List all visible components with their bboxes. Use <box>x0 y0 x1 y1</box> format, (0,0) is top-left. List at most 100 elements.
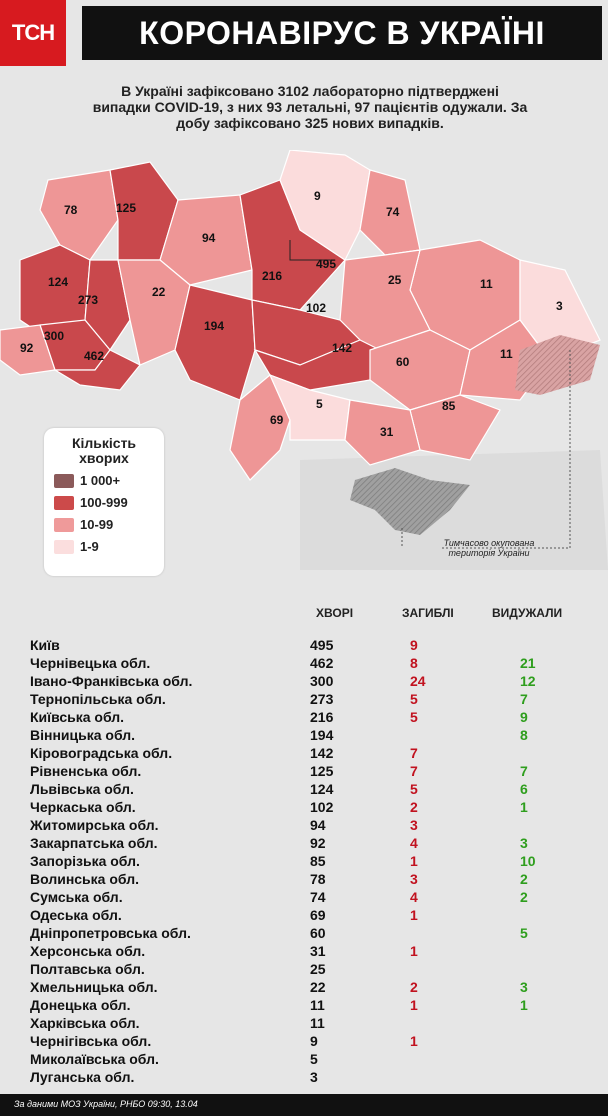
table-row: Луганська обл. 3 <box>30 1068 590 1086</box>
table-row: Полтавська обл. 25 <box>30 960 590 978</box>
legend-label: 100-999 <box>80 495 128 510</box>
cases-value: 69 <box>310 907 326 923</box>
legend-swatch <box>54 517 74 532</box>
legend-item: 10-99 <box>54 517 154 532</box>
region-chernivtsi <box>52 349 141 391</box>
recovered-value: 5 <box>520 925 528 941</box>
region-zakarpattia <box>0 324 56 376</box>
table-row: Рівненська обл. 125 7 7 <box>30 762 590 780</box>
region-name: Миколаївська обл. <box>30 1051 159 1067</box>
table-row: Львівська обл. 124 5 6 <box>30 780 590 798</box>
label-luhansk: 3 <box>556 299 563 313</box>
deaths-value: 5 <box>410 781 418 797</box>
table-row: Херсонська обл. 31 1 <box>30 942 590 960</box>
deaths-value: 1 <box>410 1033 418 1049</box>
region-name: Луганська обл. <box>30 1069 135 1085</box>
footer-source: За даними МОЗ України, РНБО 09:30, 13.04 <box>14 1099 198 1109</box>
deaths-value: 4 <box>410 889 418 905</box>
label-kyiv-obl: 216 <box>262 269 282 283</box>
region-name: Хмельницька обл. <box>30 979 158 995</box>
table-row: Дніпропетровська обл. 60 5 <box>30 924 590 942</box>
deaths-value: 9 <box>410 637 418 653</box>
cases-value: 78 <box>310 871 326 887</box>
region-name: Черкаська обл. <box>30 799 136 815</box>
deaths-value: 3 <box>410 871 418 887</box>
legend-swatch <box>54 539 74 554</box>
table-row: Чернігівська обл. 9 1 <box>30 1032 590 1050</box>
legend-item: 100-999 <box>54 495 154 510</box>
table-row: Запорізька обл. 85 1 10 <box>30 852 590 870</box>
cases-value: 31 <box>310 943 326 959</box>
region-ternopil <box>84 259 131 352</box>
cases-value: 60 <box>310 925 326 941</box>
stats-table: Київ 495 9 Чернівецька обл. 462 8 21 Івано-Фран… <box>30 636 590 1086</box>
column-header-deaths: ЗАГИБЛІ <box>402 606 454 620</box>
label-sumy: 74 <box>386 205 400 219</box>
region-name: Львівська обл. <box>30 781 134 797</box>
deaths-value: 1 <box>410 853 418 869</box>
occupied-east <box>515 335 600 395</box>
cases-value: 85 <box>310 853 326 869</box>
legend-item: 1-9 <box>54 539 154 554</box>
label-volyn: 78 <box>64 203 78 217</box>
table-row: Донецька обл. 11 1 1 <box>30 996 590 1014</box>
label-lviv: 124 <box>48 275 68 289</box>
table-row: Харківська обл. 11 <box>30 1014 590 1032</box>
summary-text: В Україні зафіксовано 3102 лабораторно п… <box>50 83 570 131</box>
occupied-label: Тимчасово окупована територія України <box>428 538 550 558</box>
recovered-value: 7 <box>520 691 528 707</box>
table-row: Київська обл. 216 5 9 <box>30 708 590 726</box>
recovered-value: 3 <box>520 835 528 851</box>
region-name: Закарпатська обл. <box>30 835 158 851</box>
region-name: Вінницька обл. <box>30 727 136 743</box>
cases-value: 194 <box>310 727 334 743</box>
deaths-value: 1 <box>410 943 418 959</box>
summary-line-1: В Україні зафіксовано 3102 лабораторно п… <box>121 83 499 99</box>
region-name: Чернівецька обл. <box>30 655 151 671</box>
deaths-value: 3 <box>410 817 418 833</box>
region-name: Чернігівська обл. <box>30 1033 152 1049</box>
region-name: Івано-Франківська обл. <box>30 673 193 689</box>
label-rivne: 125 <box>116 201 136 215</box>
region-name: Запорізька обл. <box>30 853 140 869</box>
cases-value: 300 <box>310 673 334 689</box>
region-labels: 78 125 9 74 94 495 216 25 11 3 124 273 2… <box>20 189 563 439</box>
deaths-value: 7 <box>410 745 418 761</box>
table-row: Чернівецька обл. 462 8 21 <box>30 654 590 672</box>
recovered-value: 10 <box>520 853 536 869</box>
cases-value: 462 <box>310 655 334 671</box>
legend-label: 1 000+ <box>80 473 121 488</box>
deaths-value: 2 <box>410 979 418 995</box>
column-header-recovered: ВИДУЖАЛИ <box>492 606 563 620</box>
occupied-label-line-2: територія України <box>448 548 530 558</box>
legend-title: Кількість хворих <box>54 436 154 466</box>
region-name: Полтавська обл. <box>30 961 145 977</box>
page-title: КОРОНАВІРУС В УКРАЇНІ <box>139 14 545 51</box>
cases-value: 142 <box>310 745 334 761</box>
deaths-value: 2 <box>410 799 418 815</box>
cases-value: 25 <box>310 961 326 977</box>
label-dnipro: 60 <box>396 355 410 369</box>
legend-swatch <box>54 473 74 488</box>
occupied-label-line-1: Тимчасово окупована <box>443 538 535 548</box>
label-ivano-frankivsk: 300 <box>44 329 64 343</box>
table-row: Миколаївська обл. 5 <box>30 1050 590 1068</box>
cases-value: 273 <box>310 691 334 707</box>
region-volyn <box>39 169 119 261</box>
cases-value: 3 <box>310 1069 318 1085</box>
cases-value: 74 <box>310 889 326 905</box>
label-chernivtsi: 462 <box>84 349 104 363</box>
table-row: Волинська обл. 78 3 2 <box>30 870 590 888</box>
legend-item: 1 000+ <box>54 473 154 488</box>
region-name: Одеська обл. <box>30 907 122 923</box>
recovered-value: 12 <box>520 673 536 689</box>
table-row: Черкаська обл. 102 2 1 <box>30 798 590 816</box>
deaths-value: 4 <box>410 835 418 851</box>
label-zhytomyr: 94 <box>202 231 216 245</box>
legend-title-line-1: Кількість <box>71 435 137 451</box>
deaths-value: 5 <box>410 691 418 707</box>
region-name: Дніпропетровська обл. <box>30 925 191 941</box>
table-row: Житомирська обл. 94 3 <box>30 816 590 834</box>
recovered-value: 8 <box>520 727 528 743</box>
recovered-value: 1 <box>520 799 528 815</box>
